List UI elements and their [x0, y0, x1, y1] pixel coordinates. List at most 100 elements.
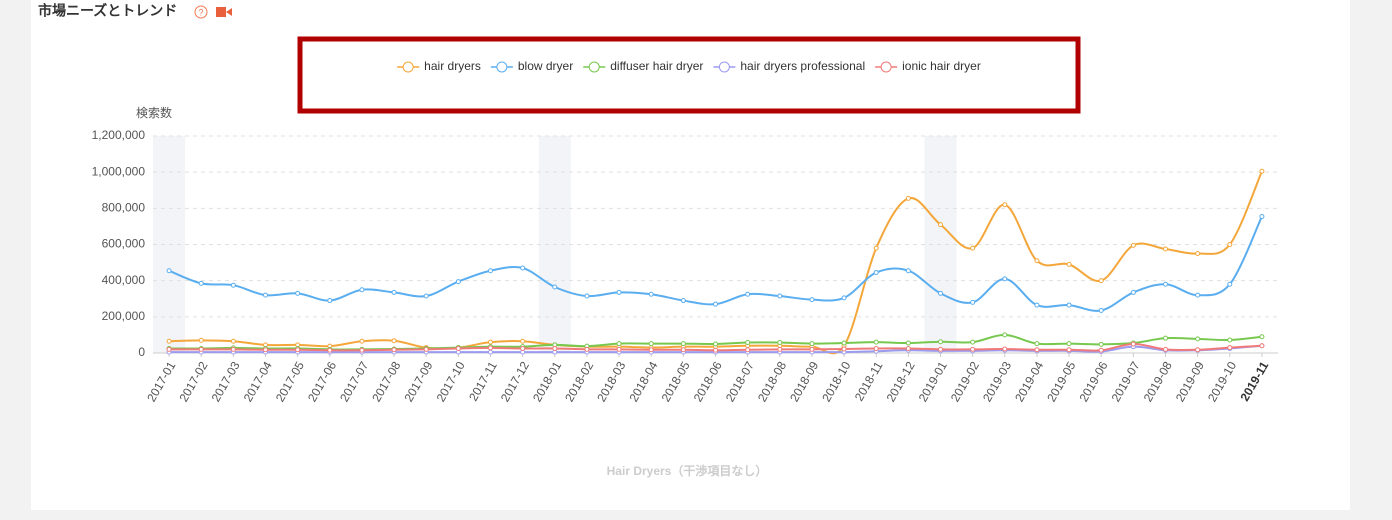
data-point: [584, 346, 590, 352]
data-point: [938, 290, 943, 296]
data-point: [1227, 337, 1233, 343]
data-point: [455, 279, 461, 285]
data-point: [1098, 341, 1104, 347]
data-point: [809, 346, 815, 352]
data-point: [970, 346, 976, 352]
help-icon-mark: ?: [198, 7, 203, 17]
data-point: [488, 349, 493, 355]
data-point: [938, 222, 943, 228]
data-point: [777, 346, 783, 352]
data-point: [488, 345, 493, 351]
data-point: [970, 299, 976, 305]
data-point: [1034, 341, 1040, 347]
data-point: [327, 298, 333, 304]
data-point: [1163, 346, 1168, 352]
data-point: [263, 347, 268, 353]
legend-item[interactable]: hair dryers professional: [713, 59, 865, 73]
data-point: [552, 345, 558, 351]
data-point: [391, 338, 397, 344]
data-point: [938, 339, 943, 345]
video-icon-tip: [226, 8, 232, 16]
data-point: [905, 268, 911, 274]
data-point: [488, 268, 493, 274]
data-point: [230, 282, 236, 288]
legend-highlight: [297, 36, 1081, 114]
data-point: [938, 346, 943, 352]
help-icon[interactable]: [194, 5, 208, 19]
data-point: [1130, 242, 1136, 248]
data-point: [295, 347, 301, 353]
data-point: [423, 293, 429, 299]
data-point: [359, 287, 365, 293]
data-point: [713, 347, 718, 353]
legend-label: hair dryers: [424, 59, 481, 73]
data-point: [809, 341, 815, 347]
data-point: [873, 270, 879, 276]
data-point: [1066, 341, 1072, 347]
legend-marker: [718, 61, 730, 73]
data-point: [1098, 308, 1104, 314]
data-point: [1163, 246, 1168, 252]
data-point: [1066, 261, 1072, 267]
data-point: [423, 346, 429, 352]
data-point: [745, 291, 751, 297]
legend-item[interactable]: ionic hair dryer: [875, 59, 981, 73]
data-point: [873, 339, 879, 345]
data-point: [1163, 281, 1168, 287]
data-point: [198, 337, 204, 343]
video-icon[interactable]: [216, 7, 226, 17]
data-point: [1259, 213, 1265, 219]
data-point: [680, 341, 686, 347]
data-point: [391, 289, 397, 295]
data-point: [520, 345, 526, 351]
legend-label: hair dryers professional: [740, 59, 865, 73]
data-point: [841, 340, 847, 346]
data-point: [230, 346, 236, 352]
data-point: [1130, 289, 1136, 295]
data-point: [584, 293, 590, 299]
data-point: [455, 345, 461, 351]
legend-item[interactable]: diffuser hair dryer: [583, 59, 703, 73]
data-point: [1034, 347, 1040, 353]
data-point: [970, 245, 976, 251]
data-point: [1002, 202, 1008, 208]
data-point: [905, 340, 911, 346]
legend-item[interactable]: blow dryer: [490, 59, 573, 73]
data-point: [520, 338, 526, 344]
data-point: [1066, 302, 1072, 308]
y-tick-label: 400,000: [102, 273, 146, 287]
legend-item[interactable]: hair dryers: [397, 59, 481, 73]
data-point: [616, 341, 622, 347]
data-point: [552, 284, 558, 290]
data-point: [873, 345, 879, 351]
data-point: [648, 341, 654, 347]
data-point: [1227, 345, 1233, 351]
data-point: [713, 341, 718, 347]
data-point: [777, 340, 783, 346]
y-axis-label: 検索数: [136, 105, 172, 120]
data-point: [230, 338, 236, 344]
y-tick-label: 1,200,000: [92, 128, 146, 142]
data-point: [1163, 335, 1168, 341]
data-point: [745, 347, 751, 353]
legend-label: diffuser hair dryer: [610, 59, 703, 73]
data-point: [198, 280, 204, 286]
data-point: [1259, 343, 1265, 349]
legend-marker: [880, 61, 892, 73]
data-point: [166, 338, 172, 344]
y-tick-label: 600,000: [102, 237, 146, 251]
data-point: [1195, 251, 1201, 257]
data-point: [905, 345, 911, 351]
data-point: [745, 340, 751, 346]
data-point: [873, 245, 879, 251]
data-point: [359, 338, 365, 344]
data-point: [1195, 336, 1201, 342]
data-point: [648, 291, 654, 297]
y-tick-label: 800,000: [102, 201, 146, 215]
data-point: [391, 347, 397, 353]
data-point: [616, 289, 622, 295]
data-point: [1034, 258, 1040, 264]
data-point: [1259, 334, 1265, 340]
